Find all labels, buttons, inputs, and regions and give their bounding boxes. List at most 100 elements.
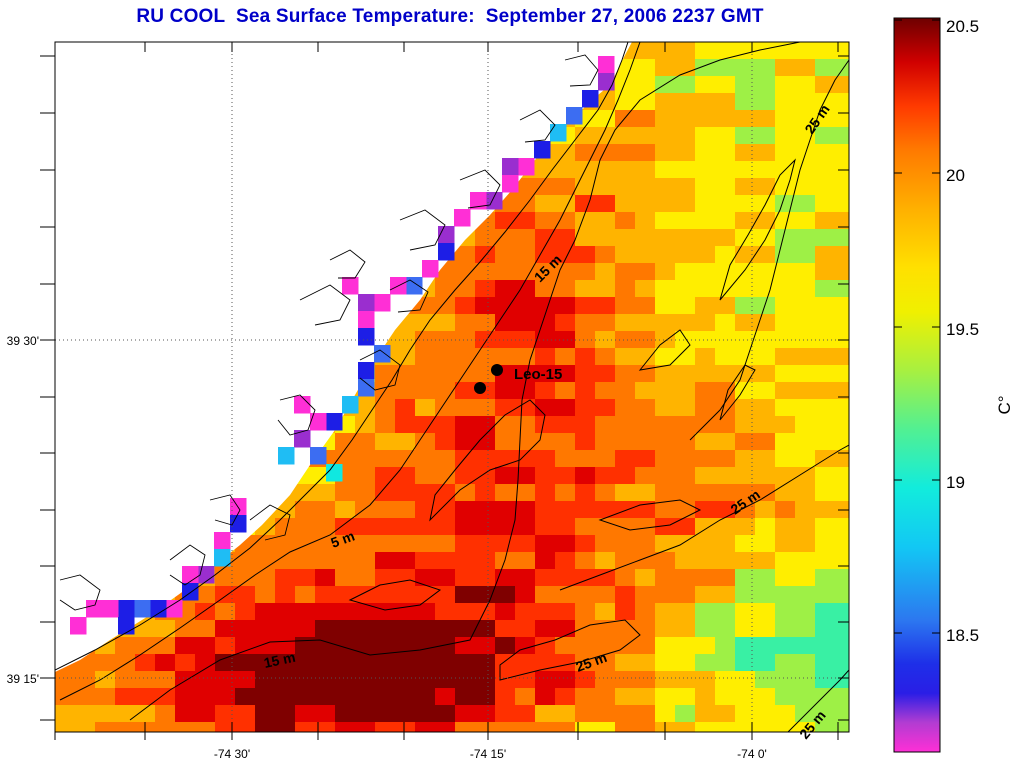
sst-cell — [695, 552, 716, 570]
sst-cell — [495, 467, 516, 485]
sst-cell — [815, 603, 836, 621]
sst-cell — [75, 722, 96, 732]
sst-cell — [715, 654, 736, 672]
sst-cell — [275, 586, 296, 604]
sst-cell — [595, 433, 616, 451]
sst-cell — [355, 484, 376, 502]
sst-cell — [595, 365, 616, 383]
sst-cell — [735, 76, 756, 94]
sst-cell — [675, 399, 696, 417]
sst-cell — [675, 569, 696, 587]
sst-cell — [815, 297, 836, 315]
sst-cell — [515, 212, 536, 230]
sst-cell — [295, 501, 316, 519]
sst-cell — [835, 569, 849, 587]
sst-cell — [775, 433, 796, 451]
coastal-cell — [326, 413, 343, 431]
sst-cell — [395, 467, 416, 485]
sst-cell — [695, 76, 716, 94]
shoreline — [55, 42, 629, 671]
sst-cell — [255, 620, 276, 638]
sst-cell — [815, 144, 836, 162]
sst-cell — [655, 603, 676, 621]
sst-cell — [555, 365, 576, 383]
sst-cell — [675, 620, 696, 638]
sst-cell — [775, 705, 796, 723]
sst-cell — [515, 484, 536, 502]
contour-misc-2 — [598, 499, 702, 531]
sst-cell — [415, 620, 436, 638]
sst-cell — [775, 399, 796, 417]
sst-cell — [835, 671, 849, 689]
sst-cell — [335, 586, 356, 604]
sst-cell — [695, 586, 716, 604]
sst-cell — [655, 110, 676, 128]
sst-cell — [535, 518, 556, 536]
sst-cell — [335, 722, 356, 732]
sst-cell — [775, 450, 796, 468]
sst-cell — [615, 484, 636, 502]
sst-cell — [615, 263, 636, 281]
coastal-cell — [374, 345, 391, 363]
colorbar-tick-label: 19.5 — [946, 320, 979, 339]
sst-cell — [775, 365, 796, 383]
sst-cell — [835, 620, 849, 638]
sst-cell — [475, 569, 496, 587]
sst-cell — [755, 110, 776, 128]
sst-cell — [395, 501, 416, 519]
sst-cell — [615, 518, 636, 536]
sst-cell — [375, 552, 396, 570]
sst-cell — [635, 654, 656, 672]
sst-cell — [435, 637, 456, 655]
sst-cell — [835, 93, 849, 111]
coastal-cell — [406, 277, 423, 295]
sst-cell — [555, 246, 576, 264]
sst-cell — [655, 450, 676, 468]
sst-cell — [635, 263, 656, 281]
sst-cell — [455, 246, 476, 264]
sst-cell — [815, 314, 836, 332]
sst-cell — [735, 722, 756, 732]
sst-cell — [615, 620, 636, 638]
sst-cell — [675, 76, 696, 94]
sst-cell — [555, 552, 576, 570]
sst-cell — [135, 654, 156, 672]
sst-cell — [655, 229, 676, 247]
sst-cell — [815, 348, 836, 366]
sst-cell — [595, 603, 616, 621]
sst-cell — [435, 552, 456, 570]
sst-cell — [415, 501, 436, 519]
sst-cell — [635, 246, 656, 264]
sst-cell — [555, 314, 576, 332]
sst-cell — [755, 59, 776, 77]
sst-cell — [695, 688, 716, 706]
sst-cell — [575, 552, 596, 570]
sst-cell — [655, 518, 676, 536]
sst-cell — [815, 263, 836, 281]
sst-cell — [535, 688, 556, 706]
sst-cell — [615, 552, 636, 570]
sst-cell — [455, 263, 476, 281]
sst-cell — [475, 484, 496, 502]
sst-cell — [455, 654, 476, 672]
sst-cell — [555, 467, 576, 485]
sst-cell — [735, 569, 756, 587]
sst-cell — [535, 399, 556, 417]
sst-cell — [575, 433, 596, 451]
sst-cell — [675, 161, 696, 179]
contour-25m-north — [689, 59, 849, 441]
sst-cell — [695, 365, 716, 383]
sst-cell — [715, 297, 736, 315]
sst-cell — [555, 518, 576, 536]
sst-cell — [555, 705, 576, 723]
sst-cell — [535, 501, 556, 519]
sst-cell — [175, 722, 196, 732]
sst-cell — [575, 399, 596, 417]
sst-cell — [715, 552, 736, 570]
sst-cell — [715, 212, 736, 230]
sst-cell — [735, 450, 756, 468]
sst-cell — [235, 654, 256, 672]
sst-cell — [815, 246, 836, 264]
sst-cell — [715, 705, 736, 723]
sst-cell — [555, 382, 576, 400]
